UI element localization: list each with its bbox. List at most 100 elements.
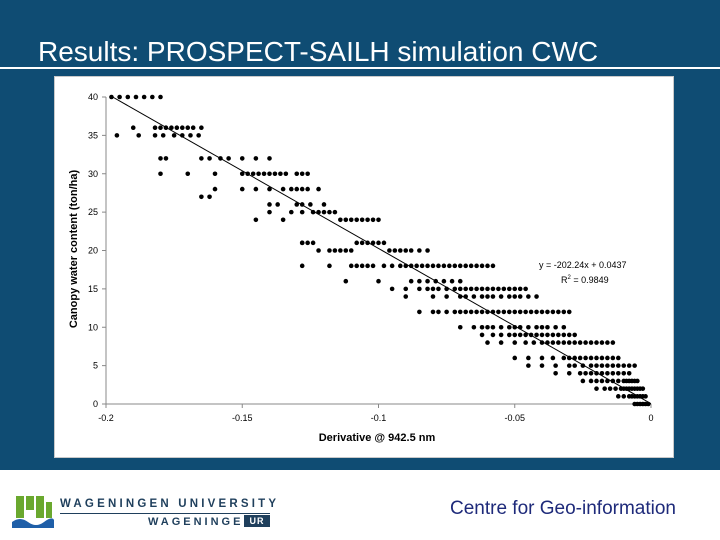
data-point (550, 340, 556, 345)
scatter-chart: -0.2 -0.15 -0.1 -0.05 0 0 5 10 15 20 25 30 35 40 Deri… (68, 92, 654, 444)
data-point (496, 286, 501, 292)
y-tick-label: 25 (88, 207, 98, 217)
data-point (316, 186, 321, 192)
data-point (267, 156, 272, 161)
data-point (640, 386, 646, 391)
data-point (517, 294, 523, 299)
data-point (158, 125, 163, 130)
data-point (389, 263, 395, 269)
data-point (185, 125, 191, 130)
data-point (531, 340, 537, 345)
data-point (398, 263, 403, 269)
data-point (171, 133, 177, 138)
y-tick-label: 35 (88, 130, 98, 140)
data-point (267, 171, 272, 177)
data-point (417, 286, 422, 292)
data-point (566, 332, 572, 338)
data-point (599, 378, 605, 384)
data-point (207, 156, 212, 161)
data-point (294, 202, 300, 207)
data-point (616, 355, 621, 361)
data-point (239, 186, 245, 192)
data-point (635, 378, 640, 384)
data-point (425, 248, 430, 253)
data-point (327, 248, 332, 253)
data-point (566, 340, 572, 345)
data-point (528, 309, 534, 315)
data-point (158, 156, 163, 161)
r2-prefix: R (561, 275, 568, 285)
data-point (485, 340, 490, 345)
data-point (316, 248, 321, 253)
data-point (550, 355, 556, 361)
data-point (354, 263, 360, 269)
data-point (348, 263, 354, 269)
data-point (594, 378, 599, 384)
data-point (632, 363, 637, 368)
data-point (556, 340, 561, 345)
data-point (561, 340, 567, 345)
data-point (389, 286, 395, 292)
data-point (169, 125, 174, 130)
data-point (534, 324, 539, 330)
data-point (523, 332, 528, 338)
data-point (594, 363, 599, 368)
data-point (526, 355, 531, 361)
data-point (387, 248, 392, 253)
data-point (479, 309, 485, 315)
data-point (545, 332, 550, 338)
y-tick-label: 0 (93, 399, 98, 409)
data-point (501, 309, 507, 315)
wageningen-logo-icon (12, 496, 54, 528)
data-point (599, 371, 605, 376)
data-point (512, 309, 518, 315)
data-point (605, 340, 610, 345)
y-axis-label: Canopy water content (ton/ha) (68, 170, 80, 329)
data-point (588, 371, 594, 376)
data-point (485, 263, 490, 269)
data-point (594, 386, 599, 391)
data-point (327, 263, 332, 269)
data-point (370, 217, 376, 223)
data-point (534, 294, 539, 299)
data-point (583, 371, 588, 376)
data-point (490, 294, 496, 299)
data-point (471, 294, 477, 299)
data-point (419, 263, 425, 269)
data-point (441, 263, 447, 269)
data-point (512, 332, 518, 338)
data-point (199, 156, 204, 161)
data-point (566, 371, 572, 376)
data-point (150, 94, 155, 100)
data-point (517, 309, 523, 315)
data-point (545, 324, 550, 330)
data-point (507, 332, 512, 338)
chart-trendline (112, 96, 652, 405)
data-point (490, 332, 496, 338)
data-point (588, 363, 594, 368)
data-point (572, 332, 577, 338)
data-point (616, 371, 621, 376)
data-point (310, 240, 316, 246)
data-point (539, 324, 545, 330)
data-point (485, 286, 490, 292)
data-point (580, 378, 586, 384)
data-point (621, 371, 627, 376)
data-point (403, 286, 409, 292)
data-point (512, 324, 518, 330)
data-point (158, 171, 163, 177)
data-point (468, 309, 474, 315)
data-point (370, 240, 376, 246)
data-point (280, 186, 286, 192)
data-point (561, 332, 567, 338)
data-point (174, 125, 180, 130)
data-point (299, 186, 305, 192)
data-point (414, 263, 419, 269)
data-point (550, 309, 556, 315)
data-point (196, 133, 201, 138)
data-point (572, 340, 577, 345)
data-point (457, 286, 463, 292)
data-point (299, 263, 305, 269)
data-point (160, 133, 166, 138)
data-point (267, 202, 272, 207)
